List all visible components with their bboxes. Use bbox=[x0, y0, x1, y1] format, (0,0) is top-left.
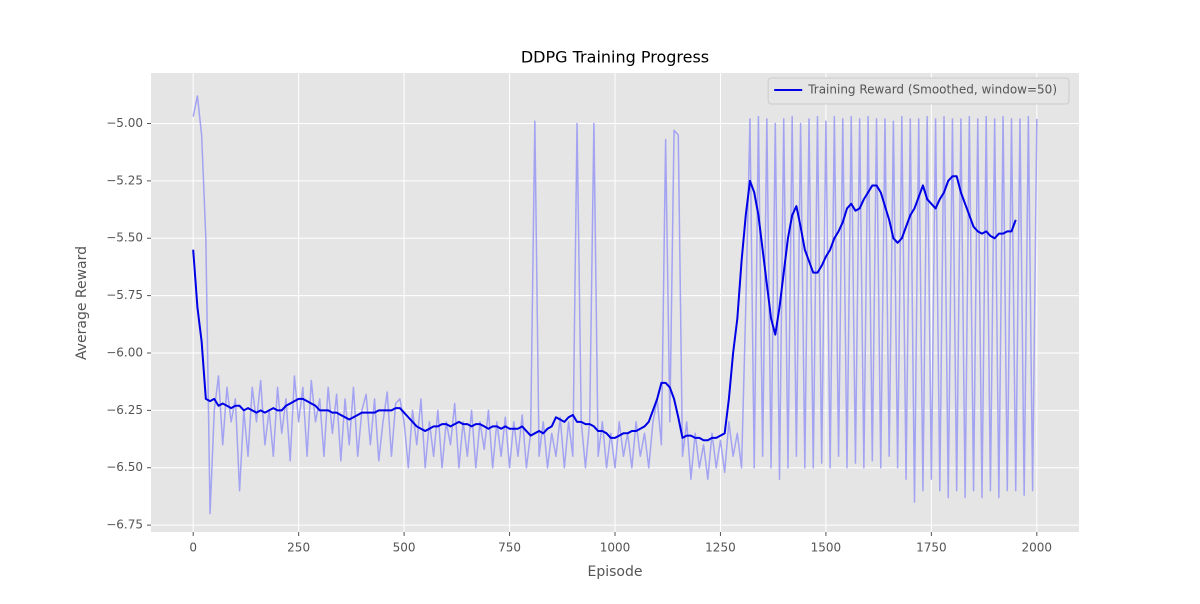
y-axis-label: Average Reward bbox=[74, 246, 90, 360]
y-tick-label: −5.50 bbox=[106, 231, 143, 245]
x-tick-label: 500 bbox=[393, 541, 416, 555]
x-tick-label: 1750 bbox=[916, 541, 947, 555]
series-line bbox=[192, 175, 1017, 442]
x-tick-label: 1250 bbox=[705, 541, 736, 555]
x-tick-label: 2000 bbox=[1022, 541, 1053, 555]
x-tick-label: 0 bbox=[189, 541, 197, 555]
y-tick-label: −5.25 bbox=[106, 173, 143, 187]
y-tick-label: −5.75 bbox=[106, 288, 143, 302]
y-tick-label: −6.50 bbox=[106, 460, 143, 474]
y-tick-label: −6.75 bbox=[106, 518, 143, 532]
chart-title: DDPG Training Progress bbox=[521, 48, 709, 67]
legend-box bbox=[767, 77, 1070, 105]
x-tick-label: 750 bbox=[498, 541, 521, 555]
x-tick-label: 1000 bbox=[600, 541, 631, 555]
y-tick-label: −6.00 bbox=[106, 345, 143, 359]
x-axis-label: Episode bbox=[588, 564, 643, 580]
legend-label: Training Reward (Smoothed, window=50) bbox=[807, 83, 1057, 97]
x-tick-label: 1500 bbox=[811, 541, 842, 555]
y-tick-label: −5.00 bbox=[106, 116, 143, 130]
series-line bbox=[192, 95, 1038, 515]
legend: Training Reward (Smoothed, window=50) bbox=[767, 77, 1070, 105]
y-tick-label: −6.25 bbox=[106, 403, 143, 417]
x-tick-label: 250 bbox=[287, 541, 310, 555]
